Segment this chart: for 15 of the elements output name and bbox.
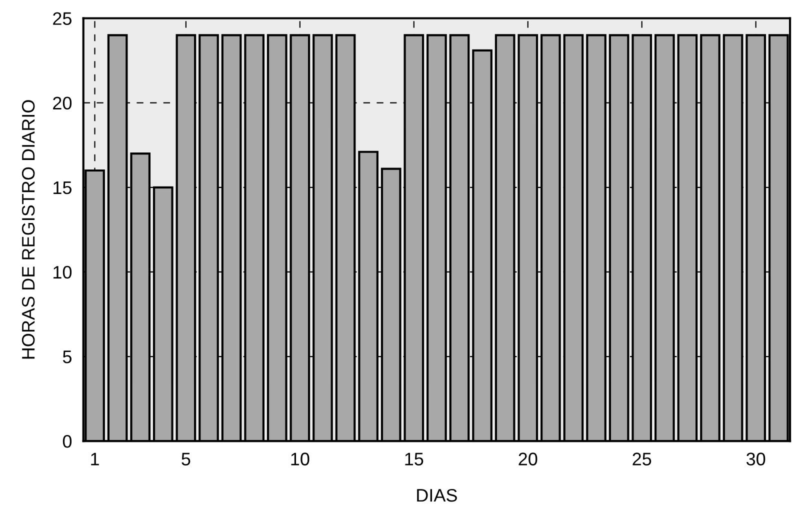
y-tick-label: 10 [54, 266, 72, 279]
x-tick-label: 1 [91, 452, 99, 466]
y-tick-label: 15 [54, 182, 72, 194]
x-tick-label: 25 [632, 452, 652, 466]
x-tick-label: 20 [518, 452, 538, 466]
y-tick-label: 25 [53, 12, 72, 25]
y-tick-label: 5 [62, 350, 72, 364]
x-tick-label: 5 [182, 452, 190, 466]
y-tick-label: 20 [53, 96, 72, 110]
x-tick-label: 10 [291, 452, 310, 466]
y-axis-title: HORAS DE REGISTRO DIARIO [22, 100, 35, 359]
x-axis-title: DIAS [417, 488, 457, 502]
x-tick-label: 30 [746, 452, 766, 466]
y-tick-label: 0 [62, 435, 72, 448]
x-tick-label: 15 [405, 452, 424, 466]
